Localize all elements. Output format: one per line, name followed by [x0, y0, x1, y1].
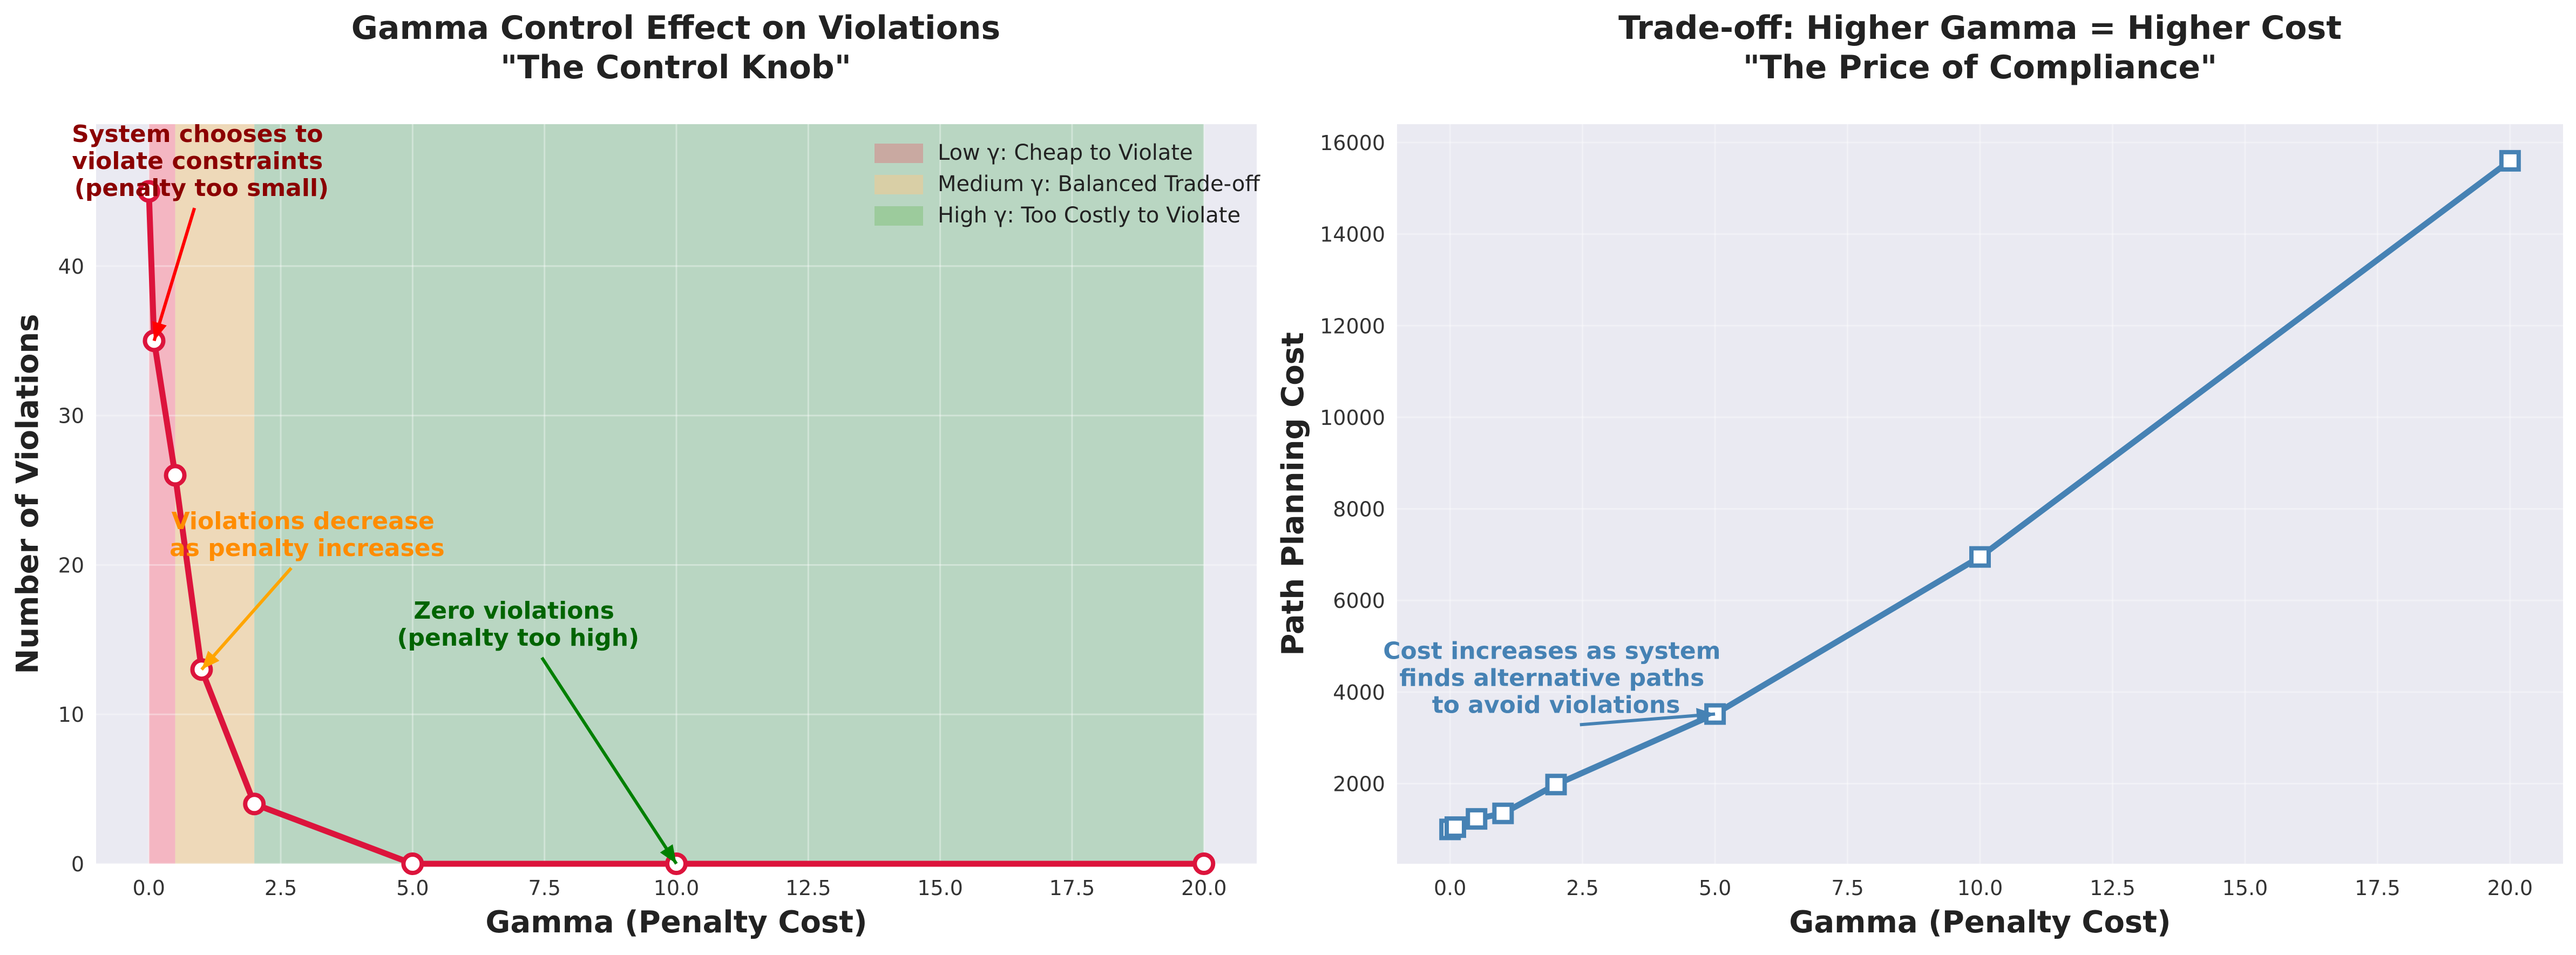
y-tick-label: 0	[71, 852, 84, 876]
data-point	[2499, 150, 2521, 172]
x-tick-label: 7.5	[528, 876, 560, 900]
x-tick-label: 20.0	[2487, 876, 2533, 900]
annotation-mid-line1: Violations decrease	[172, 507, 435, 535]
data-point	[1445, 816, 1466, 838]
annotation-high: Zero violations (penalty too high)	[397, 597, 678, 865]
data-point	[401, 852, 424, 875]
x-tick-label: 0.0	[1434, 876, 1466, 900]
y-tick-label: 12000	[1320, 314, 1385, 338]
cost-y-ticks: 2000 4000 6000 8000 10000 12000 14000 16000	[1320, 131, 1385, 796]
x-tick-label: 0.0	[133, 876, 165, 900]
y-tick-label: 4000	[1333, 681, 1385, 705]
y-tick-label: 6000	[1333, 589, 1385, 613]
data-point	[1969, 546, 1991, 568]
data-point	[1192, 852, 1216, 875]
legend-label-medium: Medium γ: Balanced Trade-off	[938, 172, 1260, 197]
violations-y-axis-label: Number of Violations	[10, 314, 45, 674]
violations-x-axis-label: Gamma (Penalty Cost)	[485, 905, 867, 940]
x-tick-label: 5.0	[396, 876, 429, 900]
annotation-cost-line2: finds alternative paths	[1399, 664, 1704, 692]
x-tick-label: 12.5	[2090, 876, 2136, 900]
annotation-low-arrow	[152, 207, 196, 342]
data-point	[243, 793, 266, 816]
x-tick-label: 12.5	[785, 876, 831, 900]
x-tick-label: 10.0	[1957, 876, 2003, 900]
annotation-mid-line2: as penalty increases	[170, 534, 445, 562]
violations-points	[137, 180, 1216, 875]
x-tick-label: 5.0	[1699, 876, 1731, 900]
annotation-cost-text: Cost increases as system finds alternati…	[1383, 637, 1729, 719]
x-tick-label: 17.5	[1049, 876, 1095, 900]
y-tick-label: 40	[58, 255, 84, 279]
annotation-low-line2: violate constraints	[72, 147, 323, 175]
annotation-cost: Cost increases as system finds alternati…	[1383, 637, 1729, 727]
violations-chart: Gamma Control Effect on Violations "The …	[10, 9, 1260, 940]
violations-x-ticks: 0.0 2.5 5.0 7.5 10.0 12.5 15.0 17.5 20.0	[133, 876, 1227, 900]
legend-swatch-high	[875, 206, 923, 226]
y-tick-label: 2000	[1333, 773, 1385, 796]
data-point	[164, 464, 187, 487]
annotation-cost-line1: Cost increases as system	[1383, 637, 1720, 665]
x-tick-label: 20.0	[1181, 876, 1227, 900]
annotation-high-line2: (penalty too high)	[397, 624, 639, 652]
cost-x-axis-label: Gamma (Penalty Cost)	[1789, 905, 2171, 940]
arrowhead	[152, 321, 167, 341]
annotation-high-line1: Zero violations	[413, 597, 614, 625]
data-point	[137, 180, 160, 203]
violations-series-line	[146, 191, 1204, 867]
cost-points	[1439, 150, 2521, 841]
annotation-mid: Violations decrease as penalty increases	[170, 507, 445, 671]
violations-chart-title-line2: "The Control Knob"	[500, 49, 851, 86]
cost-x-ticks: 0.0 2.5 5.0 7.5 10.0 12.5 15.0 17.5 20.0	[1434, 876, 2533, 900]
arrowhead	[201, 651, 220, 670]
violations-chart-title-line1: Gamma Control Effect on Violations	[351, 9, 1000, 47]
legend-swatch-low	[875, 144, 923, 163]
cost-chart: Trade-off: Higher Gamma = Higher Cost "T…	[1276, 9, 2563, 940]
violations-legend: Low γ: Cheap to Violate Medium γ: Balanc…	[875, 140, 1260, 228]
annotation-cost-line3: to avoid violations	[1432, 691, 1680, 719]
arrowhead	[1696, 708, 1716, 723]
y-tick-label: 10000	[1320, 406, 1385, 430]
annotation-mid-arrow	[200, 567, 293, 671]
violations-y-ticks: 0 10 20 30 40	[58, 255, 84, 876]
annotation-low-text: System chooses to violate constraints (p…	[72, 120, 331, 202]
y-tick-label: 14000	[1320, 223, 1385, 247]
y-tick-label: 16000	[1320, 131, 1385, 155]
legend-swatch-medium	[875, 175, 923, 194]
annotation-mid-text: Violations decrease as penalty increases	[170, 507, 445, 562]
data-point	[1545, 774, 1567, 796]
y-tick-label: 20	[58, 553, 84, 577]
cost-y-axis-label: Path Planning Cost	[1276, 332, 1311, 656]
x-tick-label: 17.5	[2355, 876, 2401, 900]
cost-plot-area	[1397, 124, 2563, 864]
y-tick-label: 10	[58, 703, 84, 727]
x-tick-label: 15.0	[2222, 876, 2268, 900]
x-tick-label: 2.5	[265, 876, 297, 900]
x-tick-label: 10.0	[654, 876, 700, 900]
annotation-cost-arrow	[1580, 712, 1716, 727]
cost-chart-title-line2: "The Price of Compliance"	[1743, 49, 2218, 86]
x-tick-label: 15.0	[917, 876, 963, 900]
violations-grid	[96, 124, 1257, 865]
x-tick-label: 2.5	[1566, 876, 1598, 900]
cost-grid	[1397, 124, 2563, 864]
annotation-low-line1: System chooses to	[72, 120, 323, 148]
arrowhead	[660, 844, 676, 864]
data-point	[1466, 808, 1488, 830]
x-tick-label: 7.5	[1831, 876, 1863, 900]
data-point	[1492, 802, 1514, 824]
annotation-high-text: Zero violations (penalty too high)	[397, 597, 639, 652]
annotation-low: System chooses to violate constraints (p…	[72, 120, 331, 342]
y-tick-label: 30	[58, 404, 84, 428]
legend-label-low: Low γ: Cheap to Violate	[938, 140, 1193, 165]
y-tick-label: 8000	[1333, 498, 1385, 521]
band-medium	[175, 124, 255, 864]
band-high	[254, 124, 1204, 864]
annotation-low-line3: (penalty too small)	[74, 174, 329, 202]
annotation-high-arrow	[540, 656, 678, 865]
cost-chart-title-line1: Trade-off: Higher Gamma = Higher Cost	[1618, 9, 2342, 47]
legend-label-high: High γ: Too Costly to Violate	[938, 203, 1240, 228]
